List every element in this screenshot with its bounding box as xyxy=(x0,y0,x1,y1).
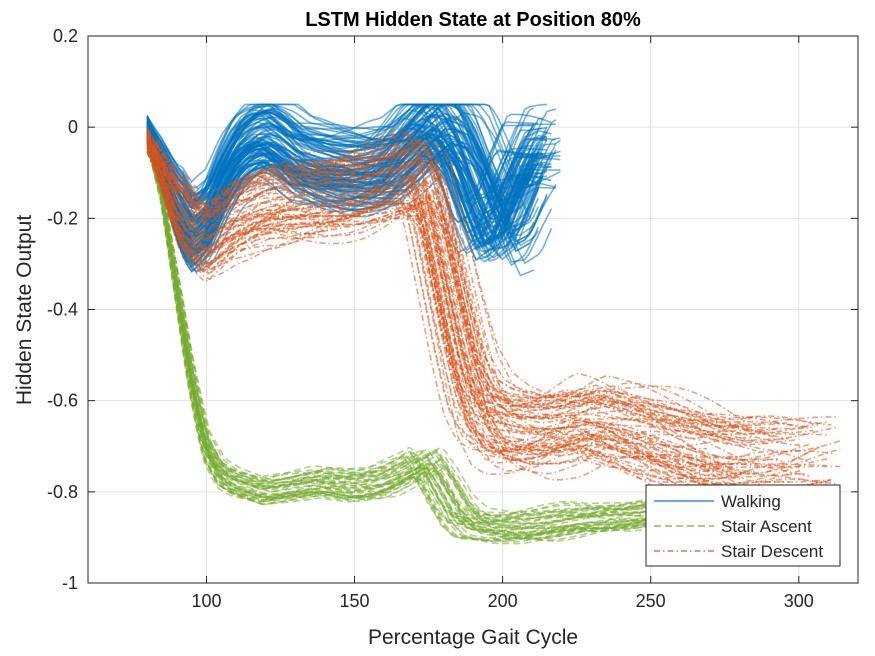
series-line xyxy=(146,140,841,469)
series-line xyxy=(146,151,810,476)
legend-label-stair-ascent: Stair Ascent xyxy=(721,517,812,536)
series-line xyxy=(146,139,699,524)
series-stair-descent xyxy=(146,126,841,506)
series-line xyxy=(146,142,699,540)
x-tick-label: 100 xyxy=(191,591,221,611)
y-tick-label: -1 xyxy=(62,573,78,593)
series-line xyxy=(146,151,810,461)
series-line xyxy=(146,137,690,530)
series-line xyxy=(146,123,539,255)
series-line xyxy=(146,141,685,542)
series-line xyxy=(146,138,828,435)
series-line xyxy=(146,147,792,496)
series-stair-ascent xyxy=(146,136,703,545)
series-line xyxy=(146,142,832,426)
series-line xyxy=(146,141,792,442)
y-tick-label: -0.8 xyxy=(47,482,78,502)
series-line xyxy=(146,127,757,440)
series-line xyxy=(146,136,685,543)
series-line xyxy=(146,134,779,466)
series-line xyxy=(146,140,685,526)
series-line xyxy=(146,140,730,441)
legend: Walking Stair Ascent Stair Descent xyxy=(645,484,841,567)
legend-label-stair-descent: Stair Descent xyxy=(721,542,823,561)
y-tick-label: 0 xyxy=(68,117,78,137)
y-tick-label: -0.2 xyxy=(47,208,78,228)
series-line xyxy=(146,138,757,452)
y-tick-label: -0.4 xyxy=(47,300,78,320)
series-line xyxy=(146,141,699,537)
series-line xyxy=(146,141,836,485)
series-line xyxy=(146,138,699,520)
series-line xyxy=(146,150,792,480)
y-tick-label: 0.2 xyxy=(53,26,78,46)
series-line xyxy=(146,135,836,430)
series-line xyxy=(146,138,796,447)
series-lines xyxy=(146,103,841,545)
series-line xyxy=(146,129,726,432)
series-line xyxy=(146,139,774,430)
axes xyxy=(87,35,859,584)
series-line xyxy=(146,128,841,474)
series-line xyxy=(146,132,836,473)
series-line xyxy=(146,138,832,483)
x-tick-label: 300 xyxy=(784,591,814,611)
series-line xyxy=(146,132,810,477)
series-line xyxy=(146,139,708,450)
series-line xyxy=(146,138,805,490)
series-line xyxy=(146,139,819,498)
series-line xyxy=(146,140,690,518)
x-tick-label: 250 xyxy=(636,591,666,611)
series-line xyxy=(146,103,557,202)
series-line xyxy=(146,137,756,427)
series-line xyxy=(146,138,681,540)
series-line xyxy=(146,135,752,459)
series-line xyxy=(146,145,690,540)
series-line xyxy=(146,138,699,526)
chart-title: LSTM Hidden State at Position 80% xyxy=(305,9,641,31)
x-axis-label: Percentage Gait Cycle xyxy=(368,626,578,649)
series-line xyxy=(146,103,548,204)
series-line xyxy=(146,132,752,449)
series-line xyxy=(146,103,544,218)
legend-label-walking: Walking xyxy=(721,492,781,511)
tick-labels: 100 150 200 250 300 -1 -0.8 -0.6 -0.4 -0.2 0 0.2 xyxy=(47,26,814,611)
series-line xyxy=(146,138,787,427)
series-line xyxy=(146,140,792,486)
y-axis-label: Hidden State Output xyxy=(13,215,36,405)
y-tick-label: -0.6 xyxy=(47,391,78,411)
series-line xyxy=(146,103,557,201)
x-tick-label: 200 xyxy=(488,591,518,611)
x-tick-label: 150 xyxy=(340,591,370,611)
series-line xyxy=(146,150,841,453)
